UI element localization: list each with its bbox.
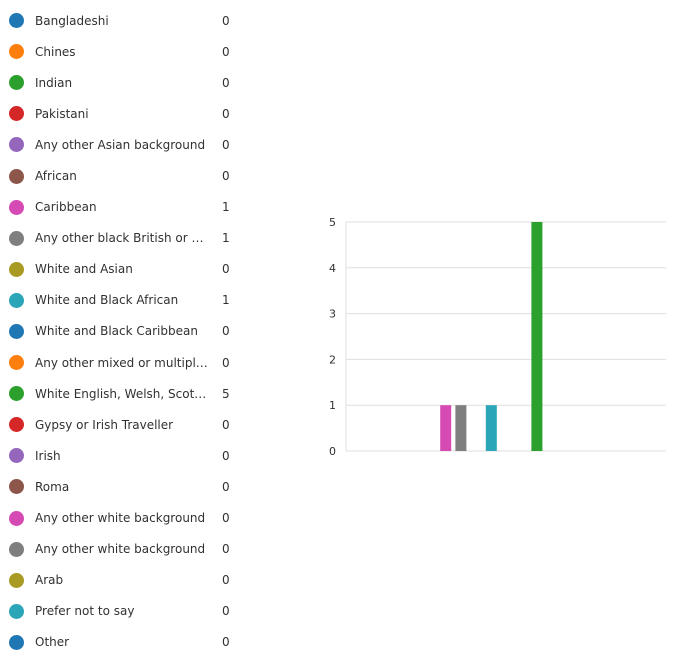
legend-count: 0 (222, 542, 230, 557)
legend-color-dot (9, 572, 24, 588)
legend-count: 0 (222, 324, 230, 339)
bar[interactable] (455, 405, 467, 451)
y-tick-label: 4 (329, 262, 336, 275)
legend-color-dot (9, 417, 24, 433)
legend-item[interactable]: Any other Asian background 0 (0, 129, 240, 160)
legend-count: 5 (222, 386, 230, 401)
y-tick-label: 3 (329, 308, 336, 321)
legend-color-dot (9, 199, 24, 215)
legend-item[interactable]: White English, Welsh, Scottish, …5 (0, 378, 240, 409)
legend-count: 0 (222, 262, 230, 277)
y-tick-label: 1 (329, 399, 336, 412)
legend-count: 0 (222, 44, 230, 59)
legend-color-dot (9, 323, 24, 339)
legend-item[interactable]: Chines 0 (0, 36, 240, 67)
legend-color-dot (9, 355, 24, 371)
legend-count: 0 (222, 169, 230, 184)
legend-count: 0 (222, 355, 230, 370)
bar[interactable] (485, 405, 497, 451)
legend-count: 1 (222, 200, 230, 215)
legend-color-dot (9, 448, 24, 464)
y-tick-label: 2 (329, 353, 336, 366)
legend-count: 0 (222, 106, 230, 121)
legend-item[interactable]: Any other mixed or multiple bac…0 (0, 347, 240, 378)
chart-legend: Bangladeshi 0 Chines 0 Indian 0 Pakistani 0 Any … (0, 5, 240, 658)
legend-color-dot (9, 634, 24, 650)
legend-count: 0 (222, 511, 230, 526)
legend-count: 0 (222, 448, 230, 463)
legend-color-dot (9, 168, 24, 184)
legend-item[interactable]: Arab 0 (0, 565, 240, 596)
legend-count: 0 (222, 137, 230, 152)
legend-color-dot (9, 510, 24, 526)
legend-count: 0 (222, 417, 230, 432)
legend-count: 0 (222, 604, 230, 619)
y-tick-label: 0 (329, 445, 336, 458)
legend-color-dot (9, 603, 24, 619)
legend-item[interactable]: Any other white background 0 (0, 503, 240, 534)
legend-count: 0 (222, 573, 230, 588)
legend-color-dot (9, 479, 24, 495)
legend-item[interactable]: Gypsy or Irish Traveller 0 (0, 409, 240, 440)
legend-item[interactable]: Other 0 (0, 627, 240, 658)
legend-item[interactable]: Any other black British or Carib…1 (0, 223, 240, 254)
legend-color-dot (9, 261, 24, 277)
legend-item[interactable]: Pakistani 0 (0, 98, 240, 129)
legend-count: 0 (222, 75, 230, 90)
legend-color-dot (9, 44, 24, 60)
legend-count: 0 (222, 479, 230, 494)
legend-color-dot (9, 137, 24, 153)
legend-item[interactable]: African 0 (0, 160, 240, 191)
legend-item[interactable]: Bangladeshi 0 (0, 5, 240, 36)
legend-color-dot (9, 541, 24, 557)
legend-item[interactable]: Caribbean 1 (0, 192, 240, 223)
legend-count: 0 (222, 13, 230, 28)
legend-count: 1 (222, 293, 230, 308)
legend-item[interactable]: Prefer not to say 0 (0, 596, 240, 627)
legend-color-dot (9, 230, 24, 246)
legend-item[interactable]: White and Asian 0 (0, 254, 240, 285)
legend-color-dot (9, 106, 24, 122)
bar[interactable] (531, 222, 543, 451)
legend-item[interactable]: Irish 0 (0, 440, 240, 471)
legend-item[interactable]: White and Black African 1 (0, 285, 240, 316)
legend-item[interactable]: Indian 0 (0, 67, 240, 98)
legend-item[interactable]: Any other white background 0 (0, 534, 240, 565)
legend-item[interactable]: White and Black Caribbean 0 (0, 316, 240, 347)
legend-color-dot (9, 75, 24, 91)
y-tick-label: 5 (329, 216, 336, 229)
legend-item[interactable]: Roma 0 (0, 471, 240, 502)
bar[interactable] (440, 405, 452, 451)
legend-color-dot (9, 386, 24, 402)
legend-count: 0 (222, 635, 230, 650)
legend-color-dot (9, 13, 24, 29)
legend-color-dot (9, 292, 24, 308)
legend-count: 1 (222, 231, 230, 246)
